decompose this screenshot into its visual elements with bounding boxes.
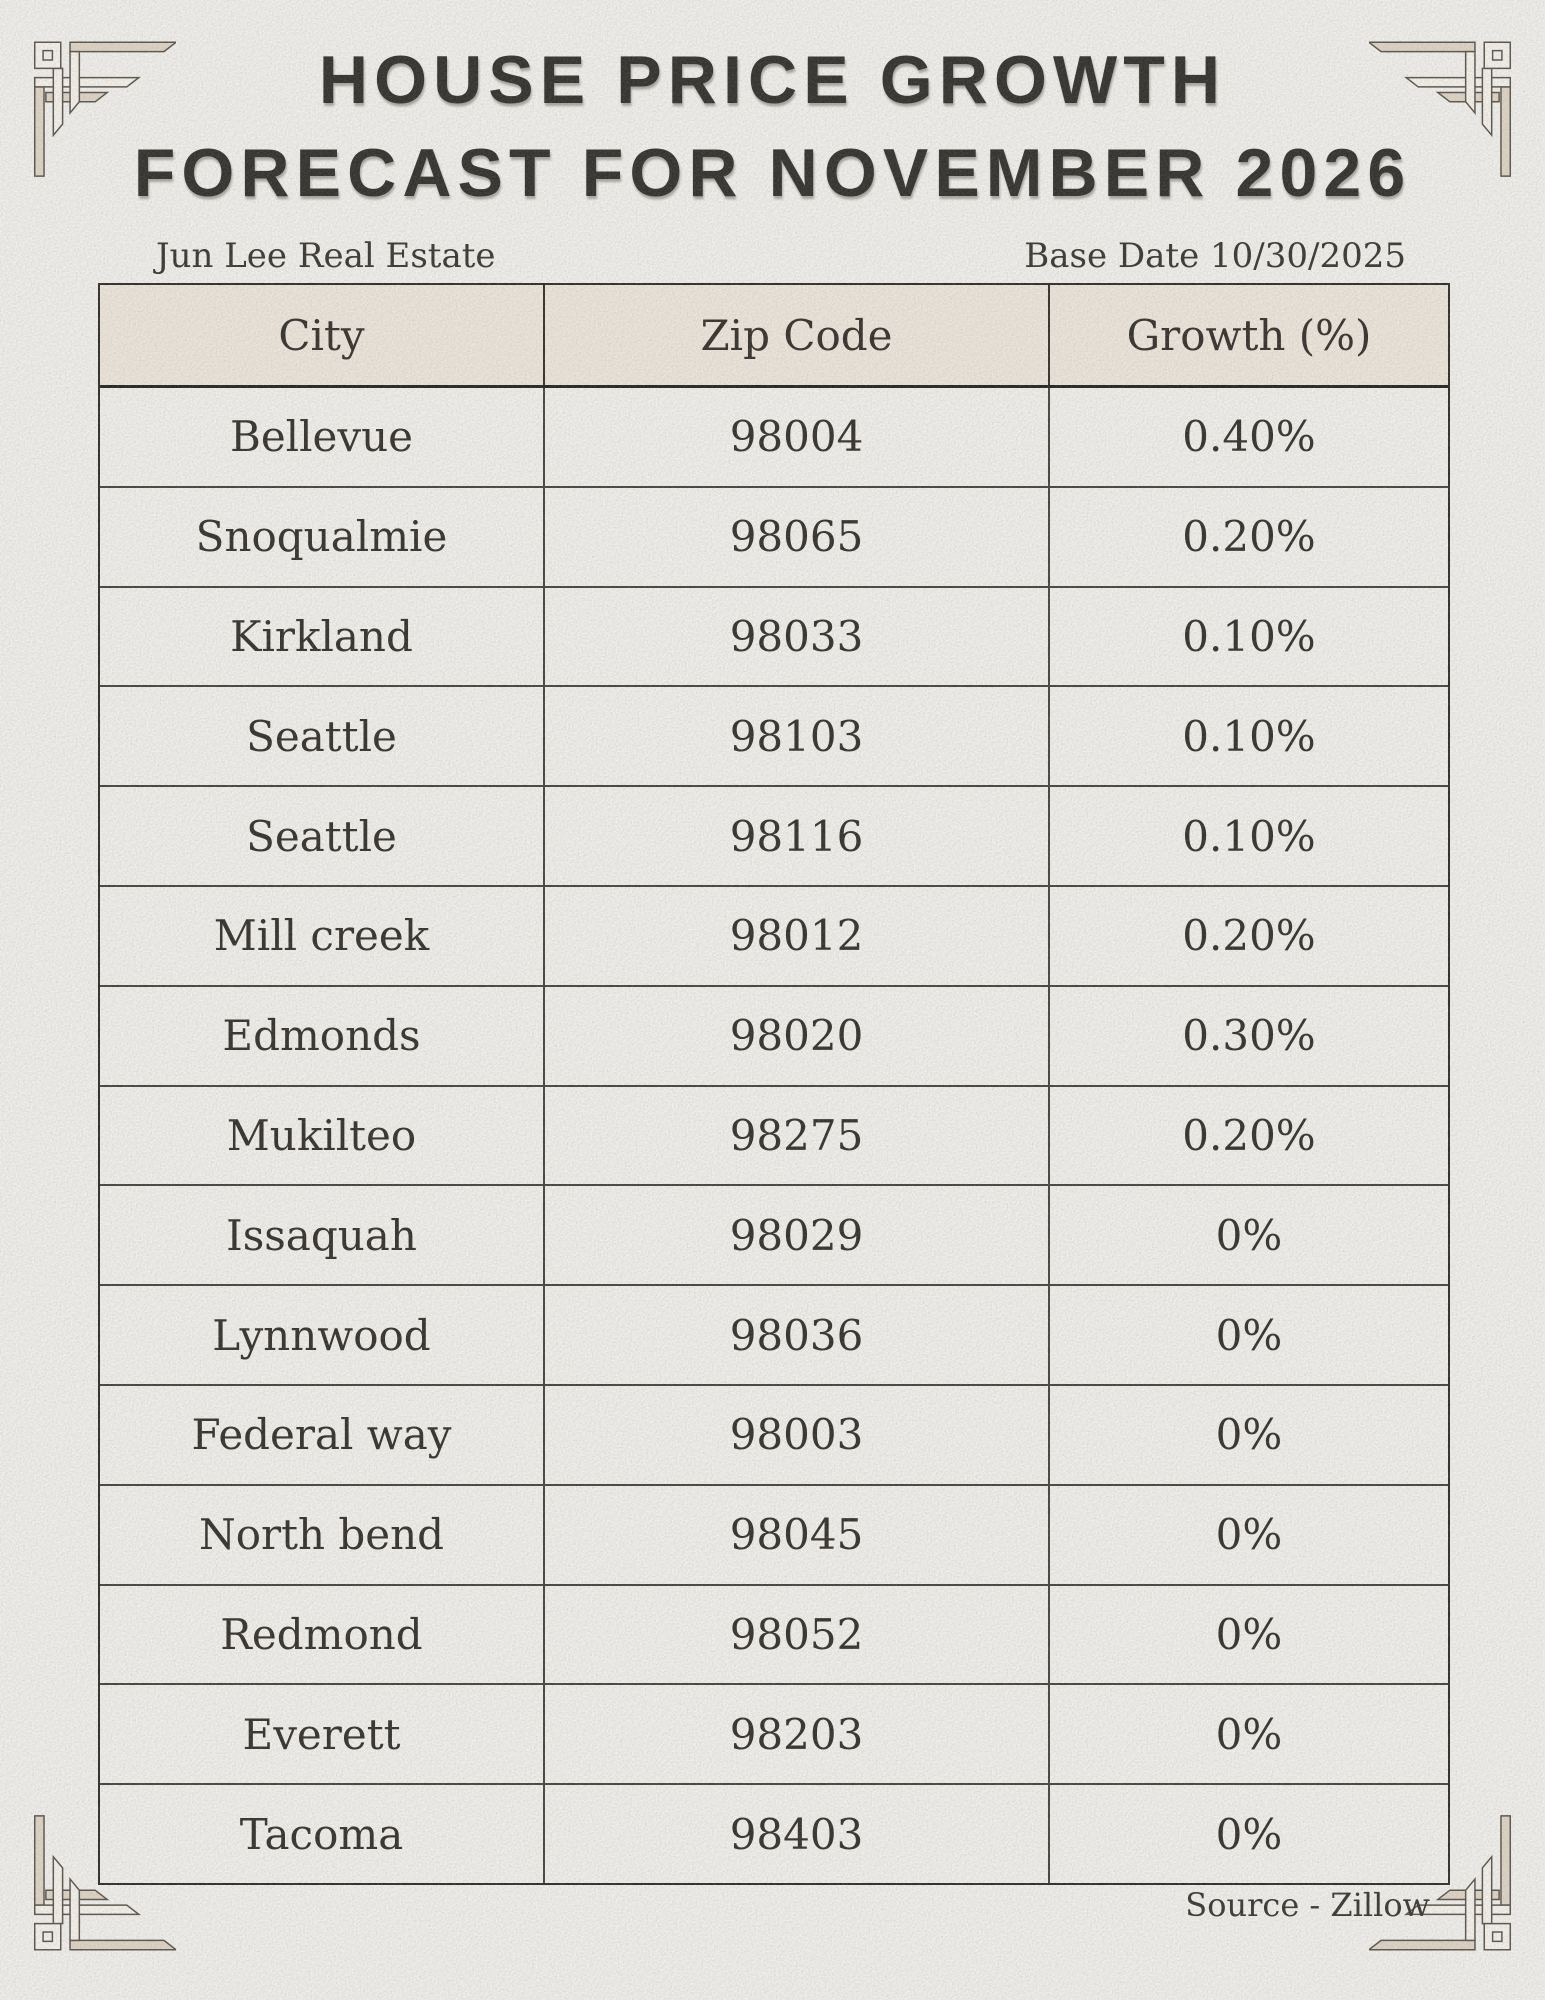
growth-cell: 0% — [1215, 1410, 1283, 1460]
zip-code-cell: 98103 — [543, 687, 1050, 786]
table-body: Bellevue 98004 0.40% Snoqualmie 98065 0.20% Ki… — [100, 388, 1448, 1883]
growth-cell: 0% — [1215, 1210, 1283, 1260]
zip-code-cell: 98116 — [543, 787, 1050, 885]
table-row: Mukilteo 98275 0.20% — [100, 1086, 1448, 1187]
growth-cell: 0.20% — [1182, 512, 1316, 562]
table-row: Issaquah 98029 0% — [100, 1186, 1448, 1287]
city-cell: Mill creek — [213, 911, 430, 961]
city-cell: Seattle — [246, 811, 397, 861]
growth-cell: 0.10% — [1182, 711, 1316, 761]
table-row: Snoqualmie 98065 0.20% — [100, 487, 1448, 588]
zip-code-cell: 98203 — [543, 1685, 1050, 1784]
title-line-1: HOUSE PRICE GROWTH — [318, 42, 1227, 118]
growth-cell: 0% — [1215, 1709, 1283, 1759]
growth-cell: 0.40% — [1182, 412, 1316, 462]
growth-cell: 0% — [1215, 1809, 1283, 1859]
table-row: North bend 98045 0% — [100, 1485, 1448, 1586]
zip-code-cell: 98052 — [543, 1585, 1050, 1684]
table-row: Redmond 98052 0% — [100, 1585, 1448, 1686]
growth-cell: 0% — [1215, 1310, 1283, 1360]
table-row: Lynnwood 98036 0% — [100, 1286, 1448, 1386]
zip-code-cell: 98033 — [543, 587, 1050, 686]
growth-cell: 0.30% — [1182, 1011, 1316, 1061]
table-row: Kirkland 98033 0.10% — [100, 587, 1448, 688]
city-cell: Mukilteo — [226, 1110, 417, 1160]
table-row: Seattle 98103 0.10% — [100, 687, 1448, 788]
table-row: Mill creek 98012 0.20% — [100, 886, 1448, 987]
zip-code-cell: 98012 — [543, 886, 1050, 985]
table-header-row: City Zip Code Growth (%) — [100, 285, 1448, 388]
city-cell: Seattle — [246, 711, 397, 761]
column-header-zip-code: Zip Code — [543, 285, 1050, 385]
growth-cell: 0.20% — [1182, 911, 1316, 961]
zip-code-cell: 98003 — [543, 1385, 1050, 1484]
city-cell: Issaquah — [226, 1210, 417, 1260]
growth-cell: 0.20% — [1182, 1110, 1316, 1160]
city-cell: Redmond — [220, 1609, 423, 1659]
table-row: Federal way 98003 0% — [100, 1385, 1448, 1486]
city-cell: Kirkland — [230, 611, 413, 661]
table-row: Tacoma 98403 0% — [100, 1785, 1448, 1883]
title-line-2: FORECAST FOR NOVEMBER 2026 — [133, 135, 1412, 211]
column-header-growth: Growth (%) — [1126, 310, 1372, 360]
zip-code-cell: 98004 — [543, 388, 1050, 486]
table-row: Seattle 98116 0.10% — [100, 787, 1448, 887]
zip-code-cell: 98275 — [543, 1086, 1050, 1185]
page-title: HOUSE PRICE GROWTH FORECAST FOR NOVEMBER… — [0, 34, 1545, 220]
base-date: Base Date 10/30/2025 — [1024, 236, 1406, 276]
source-credit: Source - Zillow — [1185, 1886, 1430, 1924]
zip-code-cell: 98036 — [543, 1286, 1050, 1384]
city-cell: Bellevue — [229, 412, 414, 462]
column-header-city: City — [278, 310, 365, 360]
city-cell: Edmonds — [222, 1011, 421, 1061]
city-cell: Federal way — [191, 1410, 452, 1460]
city-cell: Tacoma — [239, 1809, 404, 1859]
city-cell: North bend — [198, 1510, 445, 1560]
table-row: Everett 98203 0% — [100, 1685, 1448, 1786]
city-cell: Lynnwood — [212, 1310, 431, 1360]
zip-code-cell: 98403 — [543, 1785, 1050, 1883]
growth-cell: 0.10% — [1182, 811, 1316, 861]
forecast-table: City Zip Code Growth (%) Bellevue 98004 0.… — [98, 283, 1450, 1885]
growth-cell: 0% — [1215, 1510, 1283, 1560]
growth-cell: 0% — [1215, 1609, 1283, 1659]
city-cell: Snoqualmie — [195, 512, 448, 562]
growth-cell: 0.10% — [1182, 611, 1316, 661]
zip-code-cell: 98065 — [543, 487, 1050, 586]
zip-code-cell: 98020 — [543, 986, 1050, 1085]
zip-code-cell: 98045 — [543, 1485, 1050, 1584]
subtitle-row: Jun Lee Real Estate Base Date 10/30/2025 — [98, 236, 1450, 276]
brand-name: Jun Lee Real Estate — [156, 236, 496, 276]
zip-code-cell: 98029 — [543, 1186, 1050, 1285]
city-cell: Everett — [242, 1709, 401, 1759]
table-row: Edmonds 98020 0.30% — [100, 986, 1448, 1087]
table-row: Bellevue 98004 0.40% — [100, 388, 1448, 488]
